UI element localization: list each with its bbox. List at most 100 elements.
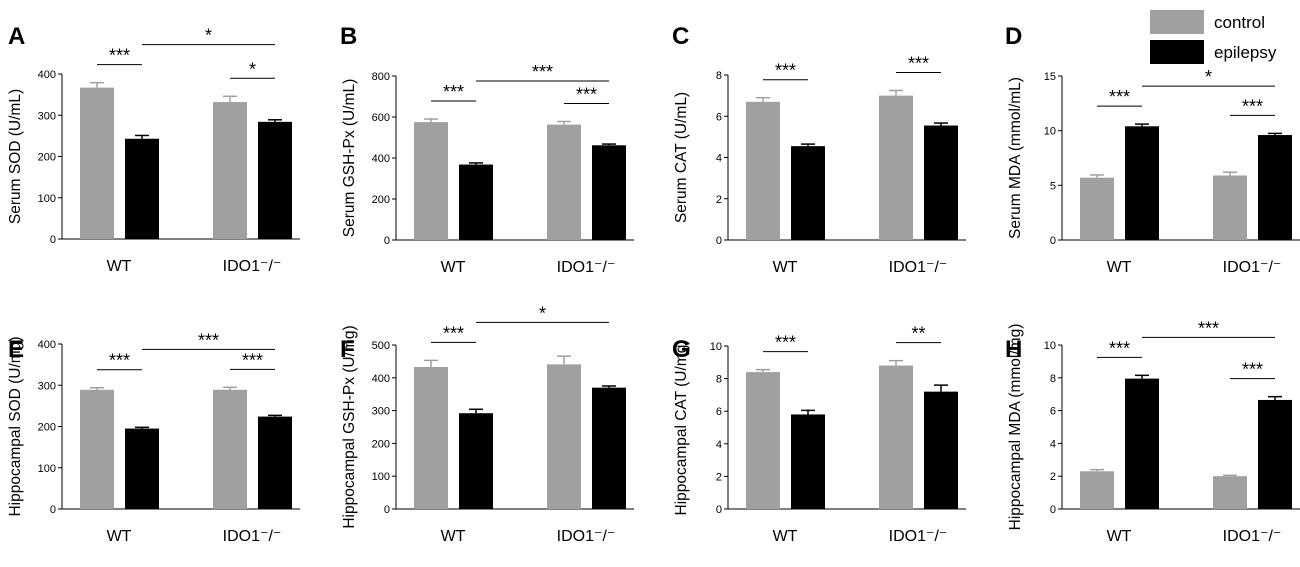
bar-epilepsy-1 [1258, 399, 1292, 509]
legend-label-control: control [1214, 13, 1265, 32]
significance-marker: *** [1242, 360, 1263, 380]
bar-epilepsy-1 [924, 125, 958, 240]
y-axis-label: Hippocampal CAT (U/mg) [673, 339, 690, 515]
panel-letter: C [672, 23, 689, 50]
x-category-label: WT [107, 528, 132, 545]
y-axis-label: Hippocampal SOD (U/mg) [7, 336, 24, 516]
bar-control-0 [1080, 177, 1114, 240]
panel-c: C Serum CAT (U/mL) 0 2 4 6 8 WT IDO1⁻/⁻ *** *** [672, 23, 966, 276]
significance-marker: * [249, 59, 256, 79]
significance-marker: *** [1109, 87, 1130, 107]
y-tick-label: 300 [38, 110, 56, 122]
bar-epilepsy-0 [459, 164, 493, 240]
significance-marker: *** [109, 46, 130, 66]
bar-control-1 [879, 365, 913, 509]
bar-control-1 [1213, 175, 1247, 240]
significance-marker: *** [908, 53, 929, 73]
y-tick-label: 100 [38, 193, 56, 205]
bar-epilepsy-0 [1125, 378, 1159, 509]
y-tick-label: 200 [372, 194, 390, 206]
bar-epilepsy-0 [791, 414, 825, 509]
significance-marker: *** [775, 333, 796, 353]
y-tick-label: 400 [372, 153, 390, 165]
y-tick-label: 100 [38, 463, 56, 475]
y-tick-label: 10 [710, 341, 722, 353]
x-category-label: WT [441, 259, 466, 276]
y-tick-label: 8 [716, 70, 722, 82]
panel-letter: H [1005, 336, 1022, 363]
bar-epilepsy-0 [791, 146, 825, 240]
bar-control-0 [1080, 471, 1114, 509]
y-axis-label: Serum SOD (U/mL) [7, 89, 24, 224]
bar-control-0 [80, 389, 114, 509]
y-axis-label: Serum MDA (mmol/mL) [1007, 77, 1024, 239]
x-category-label: WT [1107, 259, 1132, 276]
panel-letter: A [8, 23, 25, 50]
y-tick-label: 4 [716, 153, 722, 165]
y-tick-label: 400 [38, 339, 56, 351]
legend: control epilepsy [1150, 10, 1277, 64]
y-tick-label: 600 [372, 112, 390, 124]
bar-epilepsy-0 [125, 428, 159, 509]
x-category-label: IDO1⁻/⁻ [557, 528, 616, 545]
y-tick-label: 400 [372, 373, 390, 385]
bar-control-1 [1213, 476, 1247, 509]
x-category-label: IDO1⁻/⁻ [557, 259, 616, 276]
y-tick-label: 5 [1050, 180, 1056, 192]
panel-letter: F [340, 336, 355, 363]
x-category-label: WT [441, 528, 466, 545]
panel-b: B Serum GSH-Px (U/mL) 0 200 400 600 800 WT IDO1⁻… [340, 23, 634, 276]
significance-marker: *** [443, 82, 464, 102]
significance-marker: *** [109, 351, 130, 371]
significance-marker: *** [1242, 96, 1263, 116]
bar-control-0 [746, 101, 780, 240]
y-tick-label: 10 [1044, 340, 1056, 352]
significance-marker: *** [775, 61, 796, 81]
y-tick-label: 4 [716, 439, 722, 451]
y-tick-label: 0 [716, 235, 722, 247]
y-axis-label: Hippocampal MDA (mmol/mg) [1007, 324, 1024, 531]
bar-control-1 [213, 102, 247, 239]
y-tick-label: 8 [1050, 373, 1056, 385]
significance-marker: *** [198, 330, 219, 350]
y-axis-label: Serum CAT (U/mL) [673, 92, 690, 223]
x-category-label: IDO1⁻/⁻ [223, 258, 282, 275]
y-tick-label: 400 [38, 69, 56, 81]
y-tick-label: 6 [1050, 406, 1056, 418]
significance-marker: * [1205, 67, 1212, 87]
x-category-label: WT [107, 258, 132, 275]
bar-control-0 [80, 87, 114, 239]
y-tick-label: 8 [716, 374, 722, 386]
y-tick-label: 10 [1044, 126, 1056, 138]
y-tick-label: 0 [716, 504, 722, 516]
significance-marker: * [205, 26, 212, 46]
significance-marker: *** [1109, 338, 1130, 358]
bar-epilepsy-0 [125, 138, 159, 239]
bar-control-1 [879, 95, 913, 240]
y-tick-label: 200 [38, 422, 56, 434]
bar-control-0 [414, 366, 448, 509]
y-tick-label: 300 [38, 380, 56, 392]
bar-epilepsy-1 [258, 121, 292, 239]
y-tick-label: 500 [372, 340, 390, 352]
y-tick-label: 6 [716, 406, 722, 418]
panel-letter: B [340, 23, 357, 50]
y-tick-label: 6 [716, 111, 722, 123]
significance-marker: *** [532, 62, 553, 82]
significance-marker: *** [443, 323, 464, 343]
bar-epilepsy-0 [459, 413, 493, 509]
y-tick-label: 0 [384, 235, 390, 247]
y-tick-label: 0 [1050, 235, 1056, 247]
x-category-label: WT [773, 528, 798, 545]
bar-control-0 [746, 372, 780, 509]
y-tick-label: 0 [50, 504, 56, 516]
panel-letter: D [1005, 23, 1022, 50]
significance-marker: * [539, 303, 546, 323]
y-tick-label: 300 [372, 406, 390, 418]
